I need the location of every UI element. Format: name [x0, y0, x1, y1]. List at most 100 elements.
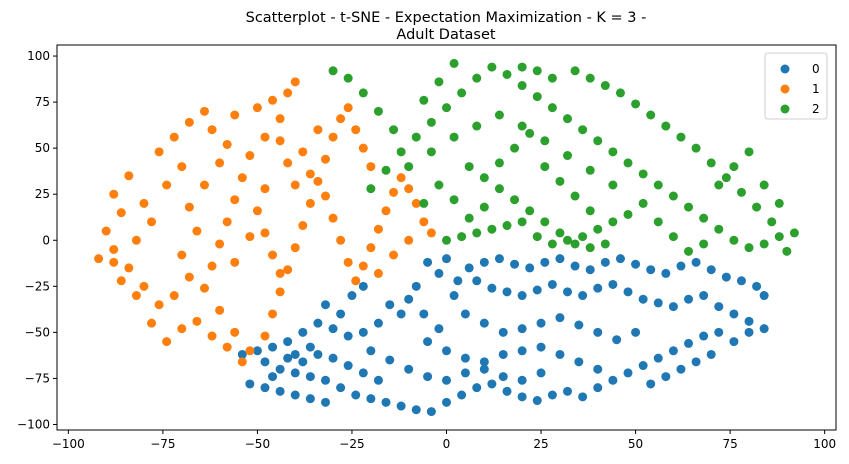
point-series-0-57 — [298, 327, 308, 337]
point-series-2-7 — [472, 73, 482, 83]
ticks-layer: −100 −75 −50 −25 0 25 50 75 100 −100 −75 −50 −25 0 25 5… — [17, 49, 836, 451]
point-series-2-59 — [525, 206, 535, 216]
point-series-2-6 — [457, 88, 467, 98]
point-series-0-76 — [472, 383, 482, 393]
point-series-0-37 — [578, 291, 588, 301]
point-series-0-135 — [290, 349, 300, 359]
point-series-1-46 — [298, 221, 308, 231]
point-series-2-105 — [517, 121, 527, 131]
point-series-1-89 — [131, 291, 141, 301]
point-series-0-44 — [684, 294, 694, 304]
point-series-0-79 — [517, 392, 527, 402]
y-tick-label-0: −100 — [17, 417, 50, 431]
x-tick-label-3: −25 — [339, 437, 364, 451]
point-series-2-35 — [774, 232, 784, 242]
point-series-1-62 — [366, 243, 376, 253]
point-series-2-8 — [487, 62, 497, 72]
point-series-2-101 — [426, 147, 436, 157]
point-series-1-12 — [147, 318, 157, 328]
point-series-2-71 — [532, 232, 542, 242]
legend-box — [764, 52, 828, 120]
point-series-2-84 — [729, 162, 739, 172]
point-series-2-56 — [479, 173, 489, 183]
point-series-0-149 — [313, 349, 323, 359]
point-series-2-86 — [759, 180, 769, 190]
y-tick-label-2: −50 — [25, 325, 50, 339]
point-series-1-36 — [207, 261, 217, 271]
point-series-2-14 — [328, 66, 338, 76]
point-series-0-46 — [714, 302, 724, 312]
point-series-2-26 — [638, 169, 648, 179]
point-series-0-116 — [536, 342, 546, 352]
point-series-2-52 — [547, 73, 557, 83]
point-series-0-35 — [547, 279, 557, 289]
point-series-2-91 — [464, 213, 474, 223]
y-tick-label-7: 75 — [35, 95, 50, 109]
point-series-0-24 — [691, 257, 701, 267]
point-series-1-61 — [358, 261, 368, 271]
point-series-0-8 — [449, 291, 459, 301]
point-series-1-84 — [207, 331, 217, 341]
point-series-1-73 — [373, 268, 383, 278]
point-series-0-83 — [578, 392, 588, 402]
point-series-2-34 — [759, 239, 769, 249]
point-series-0-134 — [305, 342, 315, 352]
point-series-2-40 — [736, 187, 746, 197]
point-series-2-94 — [510, 143, 520, 153]
point-series-0-52 — [373, 318, 383, 328]
point-series-2-75 — [593, 224, 603, 234]
point-series-0-50 — [385, 300, 395, 310]
point-series-1-96 — [230, 257, 240, 267]
point-series-0-38 — [593, 283, 603, 293]
point-series-1-16 — [184, 272, 194, 282]
point-series-0-51 — [396, 309, 406, 319]
plot-frame — [56, 44, 837, 431]
point-series-2-42 — [706, 158, 716, 168]
point-series-2-18 — [517, 81, 527, 91]
point-series-0-128 — [517, 375, 527, 385]
x-tick-label-8: 100 — [813, 437, 836, 451]
point-series-2-108 — [585, 165, 595, 175]
point-series-1-66 — [396, 173, 406, 183]
point-series-2-74 — [578, 232, 588, 242]
point-series-0-68 — [351, 390, 361, 400]
point-series-0-130 — [347, 291, 357, 301]
point-series-0-19 — [615, 254, 625, 264]
point-series-2-93 — [494, 158, 504, 168]
point-series-1-24 — [230, 110, 240, 120]
point-series-0-13 — [525, 263, 535, 273]
point-series-2-39 — [752, 202, 762, 212]
point-series-0-132 — [336, 309, 346, 319]
point-series-0-45 — [699, 291, 709, 301]
point-series-1-13 — [162, 337, 172, 347]
point-series-1-56 — [320, 191, 330, 201]
point-series-0-97 — [676, 364, 686, 374]
point-series-1-88 — [116, 276, 126, 286]
point-series-1-53 — [313, 125, 323, 135]
point-series-1-75 — [358, 143, 368, 153]
point-series-0-111 — [442, 346, 451, 356]
point-series-0-117 — [555, 349, 565, 359]
point-series-1-8 — [131, 235, 141, 245]
point-series-0-140 — [245, 379, 255, 389]
point-series-0-77 — [487, 379, 497, 389]
point-series-0-119 — [593, 364, 603, 374]
point-series-2-107 — [563, 151, 573, 161]
point-series-1-50 — [328, 132, 338, 142]
point-series-0-100 — [460, 309, 470, 319]
point-series-1-68 — [411, 198, 421, 208]
point-series-0-139 — [373, 375, 383, 385]
point-series-2-21 — [563, 114, 573, 124]
y-tick-label-3: −25 — [25, 279, 50, 293]
point-series-1-51 — [336, 114, 346, 124]
point-series-0-137 — [343, 361, 353, 371]
point-series-1-19 — [184, 202, 194, 212]
point-series-2-54 — [517, 62, 527, 72]
point-series-2-23 — [593, 136, 603, 146]
point-series-2-47 — [631, 99, 641, 109]
point-series-2-83 — [714, 180, 724, 190]
point-series-0-133 — [320, 300, 330, 310]
point-series-0-33 — [517, 291, 527, 301]
point-series-0-96 — [691, 357, 701, 367]
point-series-1-45 — [290, 243, 300, 253]
